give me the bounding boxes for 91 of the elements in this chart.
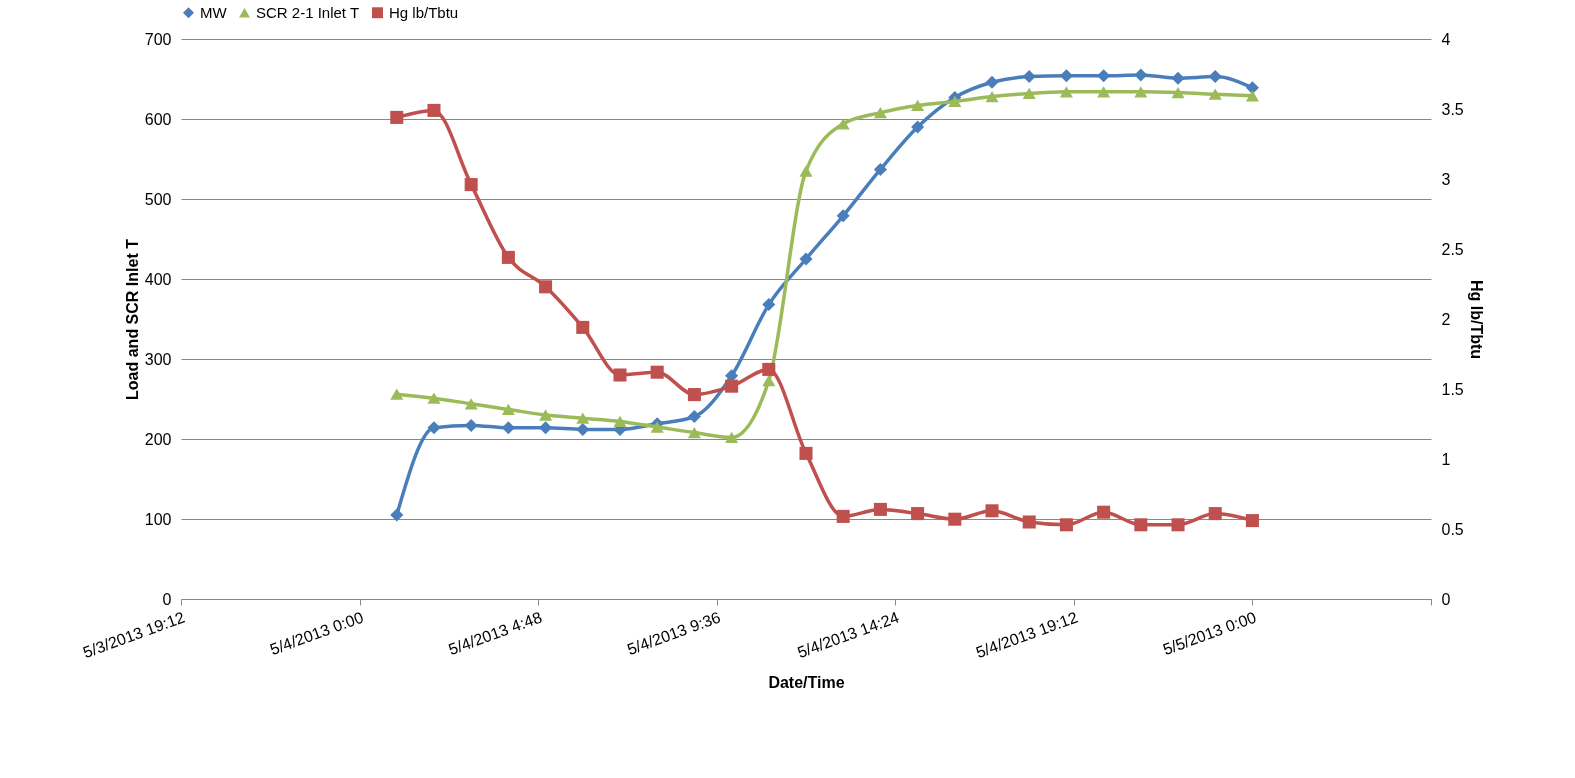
point <box>1171 518 1185 532</box>
y2-tick-label: 0 <box>1441 590 1451 608</box>
y-tick-label: 700 <box>144 30 172 48</box>
y-tick-label: 100 <box>144 510 172 528</box>
point <box>911 507 925 521</box>
point <box>873 502 887 516</box>
point <box>1097 86 1111 98</box>
point <box>985 90 999 103</box>
point <box>576 422 590 436</box>
point <box>911 120 925 134</box>
point <box>650 421 664 433</box>
point <box>1171 71 1185 85</box>
point <box>873 106 887 119</box>
point <box>613 368 627 382</box>
point <box>1059 69 1073 83</box>
y-tick-label: 0 <box>162 590 172 608</box>
point <box>762 362 776 376</box>
point <box>390 110 404 124</box>
point <box>501 421 515 435</box>
point <box>539 280 553 294</box>
point <box>1059 518 1073 532</box>
point <box>1208 507 1222 521</box>
y-tick-label: 200 <box>144 430 172 448</box>
point <box>725 379 739 393</box>
point <box>687 426 701 439</box>
legend-label: Hg lb/Tbtu <box>389 3 459 21</box>
y-tick-label: 600 <box>144 110 172 128</box>
point <box>539 421 553 435</box>
point <box>576 320 590 334</box>
point <box>1022 87 1036 100</box>
y2-tick-label: 3 <box>1441 170 1451 188</box>
legend-label: SCR 2-1 Inlet T <box>256 3 360 21</box>
y-tick-label: 300 <box>144 350 172 368</box>
point <box>539 409 553 421</box>
y2-tick-label: 1.5 <box>1441 380 1464 398</box>
x-axis-title: Date/Time <box>768 674 845 692</box>
point <box>1022 70 1036 84</box>
point <box>464 418 478 432</box>
point <box>1059 86 1073 98</box>
y2-tick-label: 3.5 <box>1441 100 1464 118</box>
point <box>1022 515 1036 529</box>
y2-axis-title: Hg lb/Tbtu <box>1467 279 1485 360</box>
point <box>799 446 813 460</box>
point <box>1097 69 1111 83</box>
point <box>650 365 664 379</box>
point <box>1245 90 1259 102</box>
point <box>464 398 478 410</box>
y2-tick-label: 1 <box>1441 450 1451 468</box>
point <box>911 99 925 112</box>
point <box>1245 514 1259 528</box>
point <box>464 178 478 192</box>
y2-tick-label: 0.5 <box>1441 520 1464 538</box>
point <box>799 252 813 266</box>
point <box>1245 81 1259 95</box>
point <box>762 298 776 312</box>
point <box>985 504 999 518</box>
point <box>687 410 701 424</box>
point <box>1171 86 1185 99</box>
point <box>501 250 515 264</box>
legend-label: MW <box>200 3 228 21</box>
point <box>1097 505 1111 519</box>
point <box>799 165 813 177</box>
point <box>427 421 441 435</box>
point <box>427 103 441 117</box>
point <box>873 162 887 176</box>
y2-tick-label: 2.5 <box>1441 240 1464 258</box>
point <box>725 431 739 444</box>
y-tick-label: 400 <box>144 270 172 288</box>
point <box>948 95 962 108</box>
point <box>836 118 850 130</box>
point <box>427 392 441 404</box>
y2-tick-label: 2 <box>1441 310 1451 328</box>
point <box>762 374 776 387</box>
point <box>501 403 515 416</box>
y2-tick-label: 4 <box>1441 30 1451 48</box>
point <box>1208 88 1222 100</box>
y-axis-title: Load and SCR Inlet T <box>123 238 141 400</box>
point <box>1134 68 1148 82</box>
point <box>1208 70 1222 84</box>
point <box>836 509 850 523</box>
point <box>1134 86 1148 98</box>
point <box>985 75 999 89</box>
point <box>576 412 590 424</box>
point <box>948 512 962 526</box>
point <box>836 209 850 223</box>
point <box>687 388 701 402</box>
y-tick-label: 500 <box>144 190 172 208</box>
point <box>1134 518 1148 532</box>
point <box>390 388 404 400</box>
point <box>390 508 404 522</box>
point <box>613 415 627 428</box>
